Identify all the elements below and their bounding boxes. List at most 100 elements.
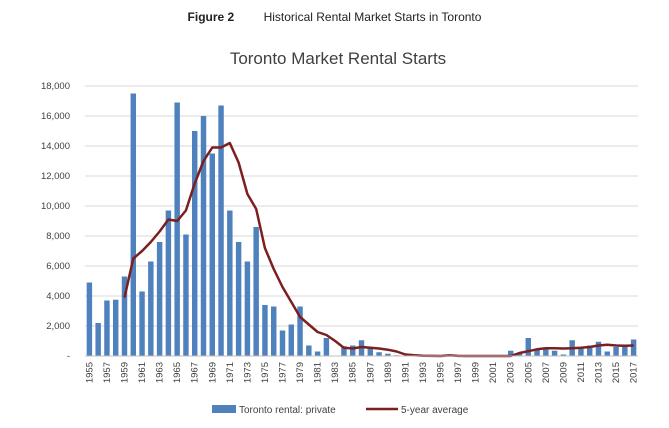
x-tick-label: 1989 [383, 362, 394, 383]
y-tick-label: 10,000 [41, 201, 70, 212]
bar-1977 [279, 330, 286, 356]
y-tick-label: 6,000 [46, 261, 70, 272]
bar-2011 [578, 348, 584, 356]
bar-1968 [200, 116, 207, 356]
bar-2015 [613, 347, 619, 356]
bar-1976 [271, 306, 277, 356]
bar-2003 [508, 350, 514, 356]
x-tick-label: 1977 [278, 362, 289, 383]
bar-1972 [235, 242, 242, 356]
x-tick-label: 1993 [418, 362, 429, 383]
bar-series [86, 93, 637, 356]
bar-1975 [262, 305, 268, 356]
figure-caption: Figure 2 Historical Rental Market Starts… [0, 10, 669, 24]
x-tick-label: 1955 [84, 362, 95, 383]
bar-1959 [121, 276, 128, 356]
bar-2013 [595, 341, 602, 356]
bar-1964 [165, 210, 172, 356]
y-tick-label: 18,000 [41, 81, 70, 92]
x-tick-label: 1961 [137, 362, 148, 383]
x-tick-label: 1971 [225, 362, 236, 383]
x-tick-label: 1981 [313, 362, 324, 383]
bar-1979 [297, 306, 303, 356]
bar-1987 [367, 347, 373, 356]
figure-caption-text: Historical Rental Market Starts in Toron… [263, 10, 482, 24]
x-tick-label: 2007 [541, 362, 552, 383]
bar-2004 [516, 353, 523, 356]
bar-1970 [218, 105, 224, 356]
x-tick-label: 1987 [365, 362, 376, 383]
bar-2005 [525, 338, 531, 356]
x-tick-label: 1967 [190, 362, 201, 383]
x-tick-label: 1983 [330, 362, 341, 383]
x-tick-label: 1959 [120, 362, 131, 383]
legend-label-bars: Toronto rental: private [239, 405, 336, 416]
x-tick-label: 2017 [629, 362, 640, 383]
x-tick-label: 1985 [348, 362, 359, 383]
x-tick-label: 1973 [242, 362, 253, 383]
x-tick-label: 1999 [471, 362, 482, 383]
x-axis-ticks: 1955 1957 1959 1961 1963 1965 1967 1969 1971 1973… [84, 362, 639, 383]
bar-1989 [385, 353, 391, 356]
bar-1966 [183, 234, 189, 356]
bar-2016 [622, 346, 628, 356]
bar-2007 [543, 348, 549, 356]
x-tick-label: 1995 [436, 362, 447, 383]
bar-1962 [148, 261, 154, 356]
bar-1956 [95, 323, 101, 356]
figure-number: Figure 2 [187, 10, 235, 24]
bar-1957 [104, 300, 110, 356]
x-tick-label: 2015 [611, 362, 622, 383]
bar-1971 [227, 210, 233, 356]
bar-1982 [323, 338, 330, 356]
bar-2008 [551, 350, 558, 356]
y-tick-label: 8,000 [46, 231, 70, 242]
legend-label-line: 5-year average [401, 405, 469, 416]
bar-1980 [306, 345, 312, 356]
bar-1974 [253, 227, 259, 356]
bar-1967 [192, 131, 198, 356]
bar-2009 [560, 354, 567, 356]
x-tick-label: 2005 [523, 362, 534, 383]
bar-1978 [288, 324, 294, 356]
y-tick-label: 14,000 [41, 141, 70, 152]
y-tick-label: 12,000 [41, 171, 70, 182]
bar-1960 [130, 93, 136, 356]
x-tick-label: 1963 [155, 362, 166, 383]
y-tick-label: - [67, 351, 70, 362]
x-tick-label: 1975 [260, 362, 271, 383]
bar-1955 [86, 282, 93, 356]
bar-2012 [587, 345, 593, 356]
bar-2006 [534, 350, 540, 356]
y-axis-ticks: - 2,000 4,000 6,000 8,000 10,000 12,000 14,000 1… [41, 81, 70, 362]
x-tick-label: 2003 [506, 362, 517, 383]
x-tick-label: 2001 [488, 362, 499, 383]
bar-1973 [244, 261, 251, 356]
average-line [123, 141, 634, 358]
bar-1961 [139, 291, 145, 356]
x-tick-label: 2009 [558, 362, 569, 383]
bar-1963 [156, 242, 163, 356]
x-tick-label: 2013 [594, 362, 605, 383]
bar-1984 [341, 346, 347, 356]
bar-2014 [604, 351, 610, 356]
x-tick-label: 1997 [453, 362, 464, 383]
bar-1981 [314, 351, 321, 356]
bar-1988 [376, 352, 382, 356]
y-tick-label: 4,000 [46, 291, 70, 302]
bar-1969 [209, 153, 215, 356]
bar-1958 [113, 299, 119, 356]
bar-2017 [630, 339, 637, 356]
x-tick-label: 1965 [172, 362, 183, 383]
legend: Toronto rental: private 5-year average [212, 405, 469, 416]
x-tick-label: 1979 [295, 362, 306, 383]
chart-title: Toronto Market Rental Starts [230, 49, 446, 68]
legend-swatch-bars [212, 405, 236, 413]
y-tick-label: 2,000 [46, 321, 70, 332]
bar-1985 [350, 345, 356, 356]
bar-1965 [174, 102, 180, 356]
line-series [123, 141, 634, 358]
x-tick-label: 1991 [400, 362, 411, 383]
y-tick-label: 16,000 [41, 111, 70, 122]
